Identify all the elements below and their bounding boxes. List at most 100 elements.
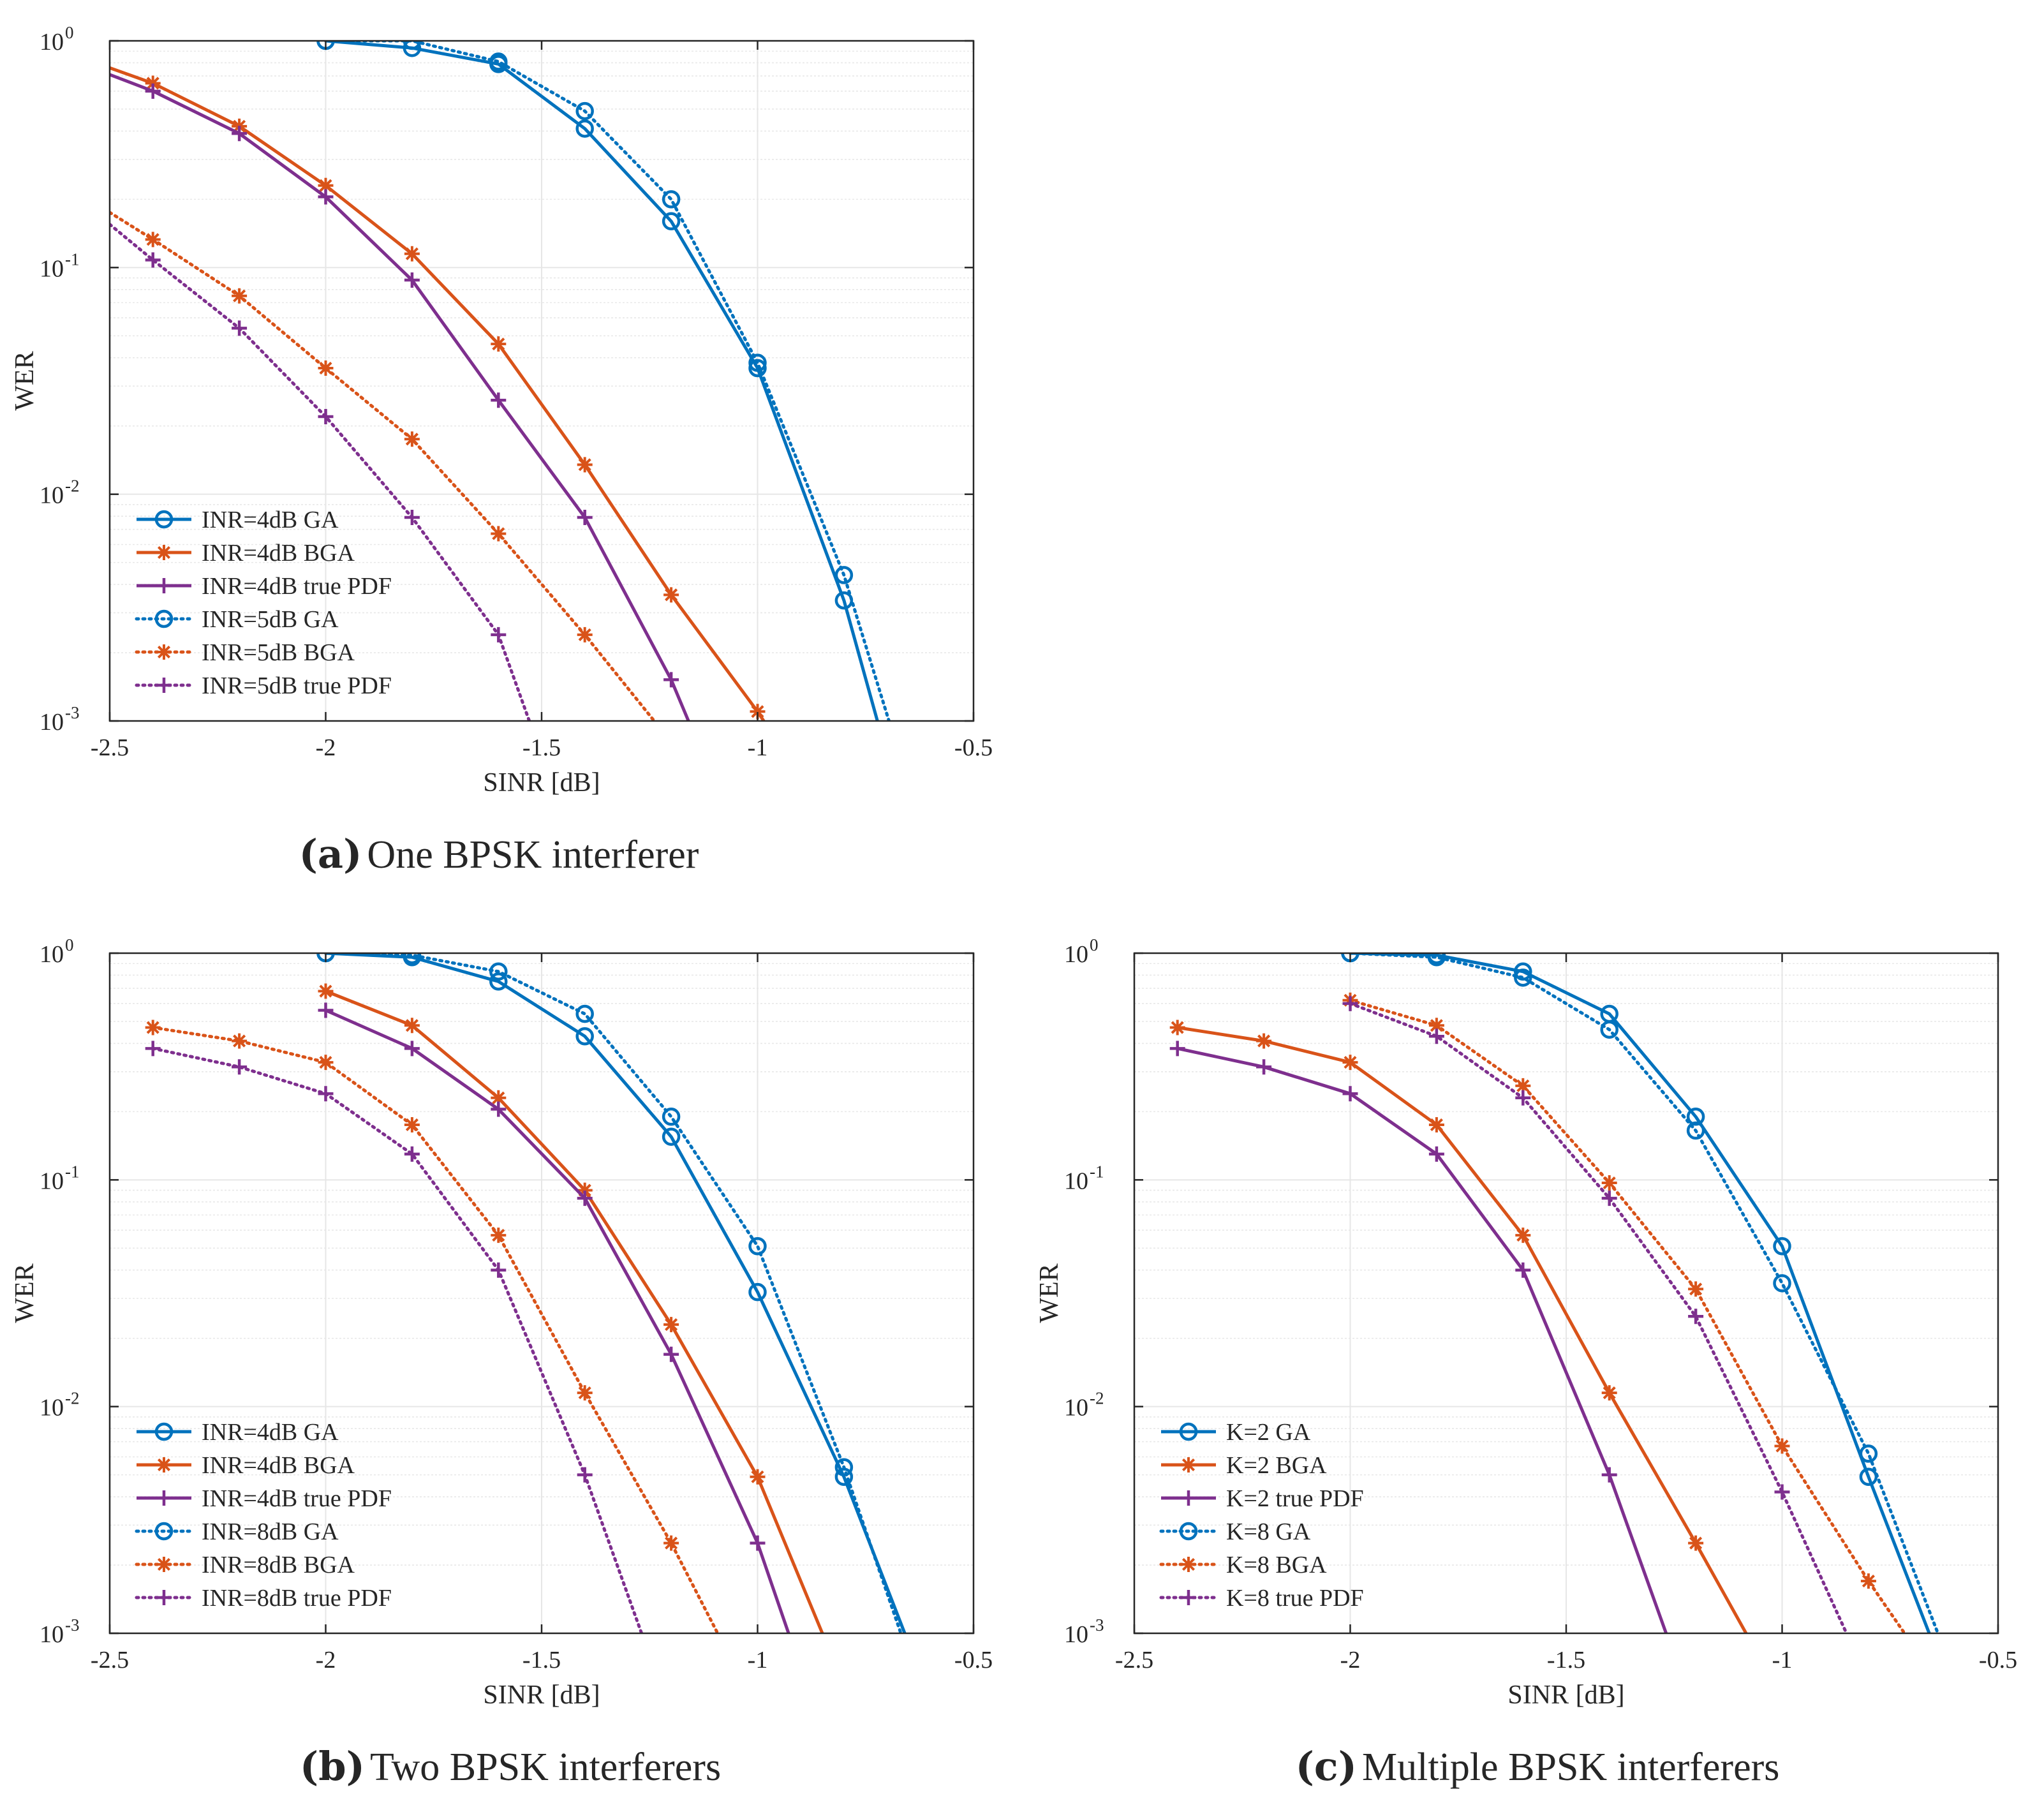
asterisk-marker (1169, 1020, 1185, 1035)
asterisk-marker (1256, 1033, 1272, 1049)
legend-label: K=8 true PDF (1226, 1585, 1364, 1612)
asterisk-marker (577, 457, 593, 473)
plus-marker (1342, 1086, 1358, 1102)
circle-marker (748, 353, 767, 372)
legend-entry: INR=4dB GA (137, 507, 339, 533)
plus-marker (577, 1191, 593, 1206)
circle-marker (1179, 1522, 1198, 1541)
legend-entry: INR=5dB true PDF (135, 672, 392, 699)
asterisk-marker (491, 526, 507, 542)
asterisk-marker (1860, 1573, 1876, 1589)
y-axis-label: WER (10, 1263, 40, 1323)
plus-marker (1428, 1146, 1444, 1162)
legend-label: INR=4dB BGA (202, 540, 355, 567)
asterisk-marker (318, 177, 334, 193)
legend-label: INR=4dB BGA (202, 1452, 355, 1479)
circle-marker (662, 1108, 681, 1126)
asterisk-marker (1428, 1117, 1444, 1132)
legend-entry: K=8 BGA (1159, 1552, 1327, 1578)
legend-entry: INR=4dB GA (137, 1419, 339, 1446)
series-group (110, 41, 891, 721)
circle-marker (575, 1004, 594, 1023)
legend-label: K=8 GA (1226, 1518, 1311, 1545)
legend-entry: INR=4dB true PDF (137, 573, 392, 600)
plus-marker (491, 627, 507, 642)
x-tick-label: -2 (1340, 1647, 1361, 1673)
legend-entry: INR=5dB GA (135, 606, 339, 633)
asterisk-marker (491, 336, 507, 352)
series-line (110, 66, 766, 721)
y-tick-exponent: -1 (1090, 1162, 1104, 1181)
caption-a: (a) One BPSK interferer (299, 831, 699, 877)
plus-marker (232, 320, 248, 336)
x-tick-label: -1.5 (522, 1647, 561, 1673)
plus-marker (145, 1041, 161, 1057)
plus-marker (663, 672, 679, 688)
plus-marker (318, 408, 334, 424)
x-tick-label: -1.5 (1547, 1647, 1585, 1673)
asterisk-marker (156, 1457, 172, 1473)
asterisk-marker (1515, 1228, 1531, 1243)
caption-text: Multiple BPSK interferers (1362, 1746, 1779, 1789)
plus-marker (1774, 1484, 1790, 1500)
asterisk-marker (404, 246, 420, 262)
series-line (1349, 953, 1940, 1633)
plus-marker (1601, 1191, 1617, 1206)
plus-marker (1428, 1028, 1444, 1044)
plus-marker (1256, 1059, 1272, 1075)
asterisk-marker (404, 1117, 420, 1132)
plus-marker (156, 1490, 172, 1506)
x-tick-label: -0.5 (1979, 1647, 2017, 1673)
series-2 (110, 73, 690, 721)
x-tick-label: -2.5 (1115, 1647, 1153, 1673)
circle-marker (662, 212, 681, 231)
plus-marker (663, 1346, 679, 1362)
plus-marker (156, 1590, 172, 1605)
circle-marker (1686, 1121, 1705, 1140)
x-tick-label: -1 (748, 734, 768, 761)
series-2 (318, 1002, 790, 1633)
circle-marker (1179, 1422, 1198, 1441)
series-5 (110, 223, 531, 721)
series-5 (1342, 995, 1849, 1633)
legend-label: INR=5dB true PDF (202, 672, 392, 699)
plus-marker (1181, 1590, 1196, 1605)
plus-marker (318, 1086, 334, 1102)
legend-label: INR=8dB BGA (202, 1552, 355, 1578)
asterisk-marker (663, 1317, 679, 1333)
legend-entry: INR=4dB BGA (137, 1452, 355, 1479)
asterisk-marker (1688, 1535, 1704, 1551)
asterisk-marker (156, 545, 172, 560)
circle-marker (489, 52, 508, 71)
legend-label: INR=4dB true PDF (202, 1485, 392, 1512)
series-3 (316, 953, 903, 1633)
circle-marker (403, 41, 422, 57)
asterisk-marker (232, 1033, 248, 1049)
asterisk-marker (1181, 1557, 1196, 1572)
legend-entry: INR=4dB BGA (137, 540, 355, 567)
asterisk-marker (491, 1090, 507, 1106)
series-line (151, 1026, 720, 1633)
x-tick-label: -1.5 (522, 734, 561, 761)
series-1 (1169, 1020, 1748, 1633)
plus-marker (232, 1059, 248, 1075)
asterisk-marker (491, 1228, 507, 1243)
asterisk-marker (404, 431, 420, 447)
series-line (1349, 998, 1907, 1633)
asterisk-marker (750, 1469, 766, 1485)
circle-marker (575, 119, 594, 138)
y-tick-label: 10 (1064, 941, 1088, 968)
circle-marker (575, 1027, 594, 1046)
plus-marker (156, 578, 172, 593)
legend-entry: K=2 true PDF (1161, 1485, 1364, 1512)
asterisk-marker (1515, 1078, 1531, 1094)
y-tick-exponent: -2 (65, 1389, 80, 1408)
asterisk-marker (318, 983, 334, 999)
y-tick-label: 10 (1064, 1168, 1088, 1194)
asterisk-marker (1601, 1175, 1617, 1191)
legend: K=2 GA K=2 BGA K=2 true PDF K=8 GA K=8 BGA K=… (1159, 1419, 1364, 1612)
y-tick-label: 10 (40, 941, 64, 968)
plus-marker (1515, 1262, 1531, 1278)
caption-b: (b) Two BPSK interferers (300, 1743, 721, 1790)
y-tick-label: 10 (1064, 1395, 1088, 1421)
